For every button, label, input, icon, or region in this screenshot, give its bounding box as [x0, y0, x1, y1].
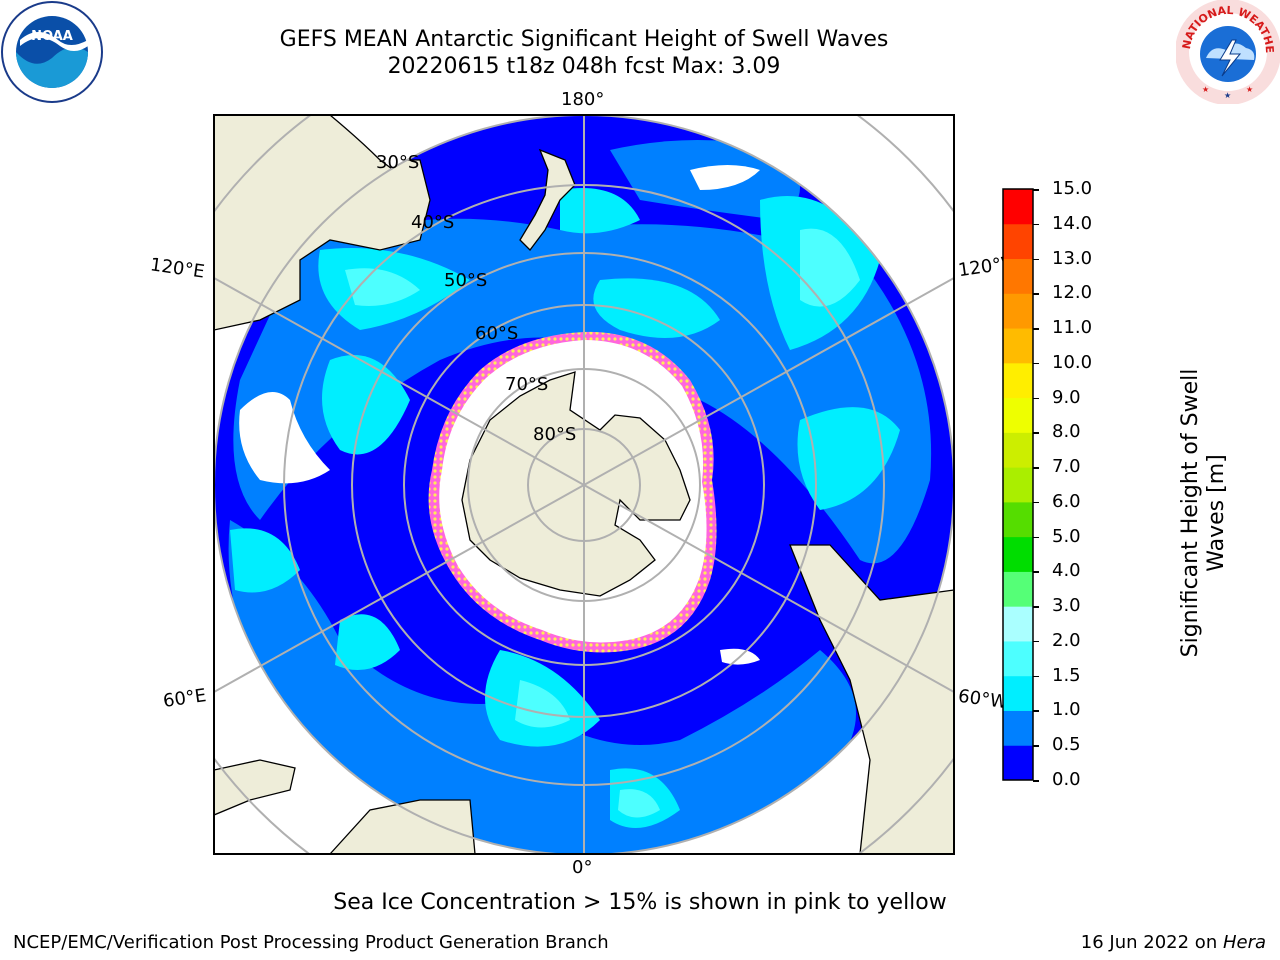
lat-label-30s: 30°S: [376, 152, 420, 173]
sea-ice-note: Sea Ice Concentration > 15% is shown in …: [333, 890, 947, 915]
colorbar-tick-mark: [1033, 710, 1039, 712]
colorbar-tick-mark: [1033, 293, 1039, 295]
colorbar-band: [1003, 571, 1033, 607]
colorbar-tick-label: 1.5: [1052, 664, 1081, 686]
noaa-logo-text: NOAA: [31, 29, 73, 44]
colorbar-tick-mark: [1033, 397, 1039, 400]
colorbar-tick-label: 4.0: [1052, 560, 1081, 582]
colorbar-tick-mark: [1033, 189, 1039, 191]
colorbar-tick-mark: [1033, 606, 1039, 608]
colorbar-band: [1003, 606, 1033, 642]
footer-date: 16 Jun 2022 on Hera: [1081, 932, 1266, 953]
colorbar-tick-label: 5.0: [1052, 525, 1081, 547]
lat-label-80s: 80°S: [533, 424, 577, 445]
footer-date-text: 16 Jun 2022 on: [1080, 932, 1223, 953]
colorbar-tick-mark: [1033, 536, 1039, 539]
colorbar-tick-mark: [1033, 501, 1039, 504]
colorbar-tick-label: 0.5: [1052, 734, 1081, 756]
lat-label-50s: 50°S: [444, 270, 488, 291]
colorbar-band: [1003, 467, 1033, 503]
colorbar-label-line1: Significant Height of Swell: [1178, 368, 1203, 658]
colorbar-band: [1003, 258, 1033, 294]
colorbar-tick-label: 10.0: [1052, 351, 1093, 373]
lat-label-40s: 40°S: [411, 212, 455, 233]
footer-host: Hera: [1222, 932, 1266, 953]
colorbar-band: [1003, 710, 1033, 746]
colorbar-tick-label: 6.0: [1052, 490, 1081, 512]
noaa-logo: NOAA: [1, 1, 103, 103]
colorbar-tick-label: 7.0: [1052, 456, 1081, 478]
colorbar-band: [1003, 362, 1033, 399]
colorbar-band: [1003, 293, 1033, 329]
colorbar-tick-mark: [1033, 258, 1039, 261]
lon-label-180: 180°: [561, 89, 605, 110]
footer-branch: NCEP/EMC/Verification Post Processing Pr…: [13, 932, 609, 953]
colorbar-tick-label: 8.0: [1052, 421, 1081, 443]
colorbar-tick-label: 14.0: [1052, 212, 1093, 234]
colorbar-tick-mark: [1033, 362, 1039, 365]
colorbar-tick-mark: [1033, 467, 1039, 469]
colorbar-tick-label: 12.0: [1052, 282, 1093, 304]
colorbar-band: [1003, 397, 1033, 433]
colorbar-tick-mark: [1033, 328, 1039, 330]
map-title: GEFS MEAN Antarctic Significant Height o…: [279, 27, 889, 52]
colorbar-tick-mark: [1033, 745, 1039, 747]
colorbar-tick-label: 1.0: [1052, 699, 1081, 721]
colorbar-band: [1003, 501, 1033, 538]
colorbar-band: [1003, 745, 1033, 781]
colorbar-tick-mark: [1033, 675, 1039, 678]
colorbar-tick-mark: [1033, 223, 1039, 226]
svg-text:★: ★: [1202, 85, 1209, 94]
colorbar-tick-mark: [1033, 640, 1039, 643]
colorbar-tick-label: 0.0: [1052, 769, 1081, 790]
colorbar-tick-mark: [1033, 571, 1039, 573]
colorbar-tick-label: 9.0: [1052, 386, 1081, 408]
lat-label-60s: 60°S: [475, 323, 519, 344]
nws-logo: NATIONAL WEATHER SERVICE ★ ★ ★: [1176, 0, 1280, 104]
svg-text:★: ★: [1224, 91, 1231, 100]
colorbar-tick-label: 3.0: [1052, 595, 1081, 617]
colorbar-tick-label: 11.0: [1052, 317, 1093, 339]
lat-label-70s: 70°S: [505, 374, 549, 395]
colorbar: [1002, 188, 1034, 781]
colorbar-band: [1003, 536, 1033, 572]
colorbar-band: [1003, 328, 1033, 364]
colorbar-label-line2: Waves [m]: [1204, 454, 1229, 572]
map-frame: [213, 114, 955, 855]
colorbar-band: [1003, 675, 1033, 711]
graticule: [214, 115, 954, 854]
colorbar-tick-mark: [1033, 432, 1039, 434]
colorbar-band: [1003, 189, 1033, 225]
colorbar-tick-label: 2.0: [1052, 629, 1081, 651]
colorbar-tick-mark: [1033, 780, 1039, 782]
colorbar-tick-label: 13.0: [1052, 247, 1093, 269]
lon-label-0: 0°: [572, 857, 593, 878]
svg-text:★: ★: [1246, 85, 1253, 94]
colorbar-label: Significant Height of Swell Waves [m]: [1178, 363, 1234, 663]
colorbar-band: [1003, 432, 1033, 468]
colorbar-tick-label: 15.0: [1052, 178, 1093, 199]
colorbar-band: [1003, 640, 1033, 677]
colorbar-band: [1003, 223, 1033, 260]
map-subtitle: 20220615 t18z 048h fcst Max: 3.09: [387, 54, 781, 79]
